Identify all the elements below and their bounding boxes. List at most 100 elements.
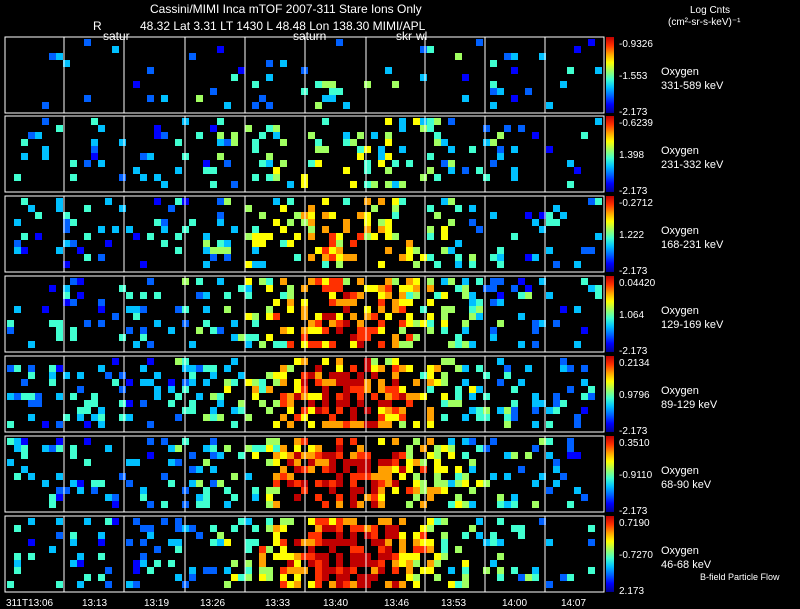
- heat-cell: [504, 421, 511, 428]
- heat-cell: [70, 278, 77, 285]
- heat-cell: [469, 438, 476, 445]
- heat-cell: [280, 518, 287, 525]
- heat-cell: [406, 365, 413, 372]
- heat-cell: [420, 372, 427, 379]
- heat-cell: [329, 278, 336, 285]
- heat-cell: [364, 525, 371, 532]
- heat-cell: [168, 560, 175, 567]
- heat-cell: [581, 393, 588, 400]
- heat-cell: [308, 518, 315, 525]
- heat-cell: [588, 39, 595, 46]
- heat-cell: [315, 372, 322, 379]
- heat-cell: [448, 118, 455, 125]
- heat-cell: [504, 407, 511, 414]
- heat-cell: [497, 247, 504, 254]
- heat-cell: [427, 226, 434, 233]
- heat-cell: [392, 525, 399, 532]
- heat-cell: [259, 95, 266, 102]
- heat-cell: [518, 341, 525, 348]
- colorbar-label: 1.064: [619, 310, 644, 321]
- heat-cell: [42, 153, 49, 160]
- heat-cell: [490, 88, 497, 95]
- heat-cell: [378, 414, 385, 421]
- heat-cell: [462, 414, 469, 421]
- heat-cell: [280, 160, 287, 167]
- heat-cell: [203, 487, 210, 494]
- heat-cell: [217, 219, 224, 226]
- heat-cell: [147, 567, 154, 574]
- heat-cell: [126, 480, 133, 487]
- heat-cell: [455, 240, 462, 247]
- heat-cell: [84, 205, 91, 212]
- heat-cell: [217, 532, 224, 539]
- heat-cell: [49, 53, 56, 60]
- heat-cell: [441, 247, 448, 254]
- heat-cell: [406, 459, 413, 466]
- heat-cell: [385, 226, 392, 233]
- heat-cell: [336, 254, 343, 261]
- heat-cell: [266, 518, 273, 525]
- heat-cell: [322, 226, 329, 233]
- heat-cell: [91, 400, 98, 407]
- heat-cell: [210, 539, 217, 546]
- heat-cell: [259, 546, 266, 553]
- colorbar-label: 1.398: [619, 150, 644, 161]
- heat-cell: [364, 160, 371, 167]
- heat-cell: [245, 518, 252, 525]
- heat-cell: [392, 480, 399, 487]
- heat-cell: [266, 285, 273, 292]
- heat-cell: [70, 299, 77, 306]
- heat-cell: [539, 473, 546, 480]
- heat-cell: [406, 240, 413, 247]
- heat-cell: [266, 501, 273, 508]
- heat-cell: [357, 574, 364, 581]
- heat-cell: [406, 160, 413, 167]
- x-tick-label: 13:19: [144, 598, 169, 609]
- heat-cell: [476, 407, 483, 414]
- heat-cell: [273, 459, 280, 466]
- heat-cell: [119, 372, 126, 379]
- heat-cell: [77, 560, 84, 567]
- heat-cell: [308, 205, 315, 212]
- heat-cell: [336, 581, 343, 588]
- heat-cell: [497, 88, 504, 95]
- heat-cell: [273, 532, 280, 539]
- heat-cell: [70, 240, 77, 247]
- heat-cell: [378, 400, 385, 407]
- heat-cell: [462, 473, 469, 480]
- heat-cell: [371, 132, 378, 139]
- heat-cell: [420, 393, 427, 400]
- heat-cell: [28, 365, 35, 372]
- heat-cell: [308, 400, 315, 407]
- heat-cell: [98, 160, 105, 167]
- heat-cell: [434, 553, 441, 560]
- heat-cell: [371, 205, 378, 212]
- heat-cell: [343, 292, 350, 299]
- heat-cell: [385, 285, 392, 292]
- heat-cell: [455, 261, 462, 268]
- heat-cell: [315, 494, 322, 501]
- heat-cell: [147, 532, 154, 539]
- heat-cell: [462, 292, 469, 299]
- heat-cell: [343, 379, 350, 386]
- heat-cell: [294, 254, 301, 261]
- heat-cell: [329, 240, 336, 247]
- heat-cell: [294, 480, 301, 487]
- colorbar-label: 0.2134: [619, 358, 650, 369]
- heat-cell: [588, 285, 595, 292]
- heat-cell: [98, 539, 105, 546]
- heat-cell: [203, 160, 210, 167]
- heat-cell: [175, 546, 182, 553]
- heat-cell: [21, 139, 28, 146]
- heat-cell: [77, 480, 84, 487]
- heat-cell: [392, 372, 399, 379]
- heat-cell: [434, 466, 441, 473]
- heat-cell: [441, 518, 448, 525]
- heat-cell: [329, 292, 336, 299]
- heat-cell: [553, 219, 560, 226]
- heat-cell: [329, 421, 336, 428]
- heat-cell: [518, 278, 525, 285]
- heat-cell: [385, 219, 392, 226]
- heat-cell: [203, 306, 210, 313]
